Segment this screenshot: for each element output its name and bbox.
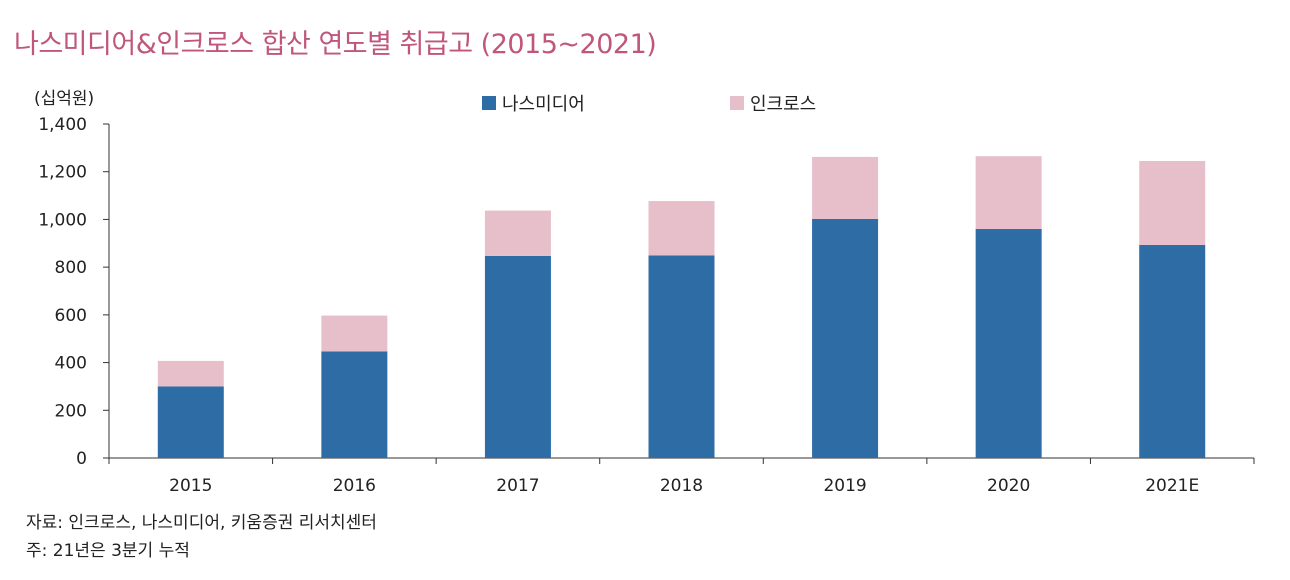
x-tick-label: 2019 — [823, 476, 866, 496]
bar-incross-2021E — [1139, 160, 1206, 245]
legend-item-incross: 인크로스 — [730, 90, 816, 116]
bar-incross-2015 — [157, 360, 224, 387]
legend-swatch-incross — [730, 96, 744, 110]
y-tick-label: 1,200 — [38, 163, 87, 183]
bar-incross-2016 — [321, 315, 388, 352]
bar-nasmedia-2015 — [157, 386, 224, 458]
legend-item-nasmedia: 나스미디어 — [482, 90, 585, 116]
legend-label-incross: 인크로스 — [750, 94, 817, 115]
y-tick-label: 0 — [76, 449, 87, 469]
chart-title: 나스미디어&인크로스 합산 연도별 취급고 (2015~2021) — [14, 29, 657, 60]
x-tick-label: 2017 — [496, 476, 539, 496]
footnote: 주: 21년은 3분기 누적 — [26, 541, 190, 561]
y-tick-label: 600 — [55, 306, 87, 326]
bar-incross-2017 — [484, 210, 551, 256]
y-axis-unit-label: (십억원) — [34, 89, 95, 109]
bar-nasmedia-2021E — [1139, 244, 1206, 458]
legend-swatch-nasmedia — [482, 96, 496, 110]
bar-nasmedia-2018 — [648, 255, 715, 458]
legend-label-nasmedia: 나스미디어 — [502, 94, 585, 115]
y-tick-label: 200 — [55, 401, 87, 421]
y-tick-label: 800 — [55, 258, 87, 278]
x-tick-label: 2015 — [169, 476, 212, 496]
y-tick-label: 1,400 — [38, 115, 87, 135]
bar-incross-2019 — [812, 156, 879, 219]
source-note: 자료: 인크로스, 나스미디어, 키움증권 리서치센터 — [26, 513, 377, 533]
bar-incross-2020 — [975, 156, 1042, 229]
x-tick-label: 2016 — [333, 476, 376, 496]
y-tick-label: 400 — [55, 354, 87, 374]
bar-nasmedia-2019 — [812, 218, 879, 458]
bar-nasmedia-2016 — [321, 351, 388, 458]
bar-incross-2018 — [648, 201, 715, 256]
x-tick-label: 2021E — [1145, 476, 1199, 496]
x-tick-label: 2018 — [660, 476, 703, 496]
bar-nasmedia-2020 — [975, 228, 1042, 458]
y-tick-label: 1,000 — [38, 210, 87, 230]
bar-nasmedia-2017 — [484, 255, 551, 458]
x-tick-label: 2020 — [987, 476, 1030, 496]
